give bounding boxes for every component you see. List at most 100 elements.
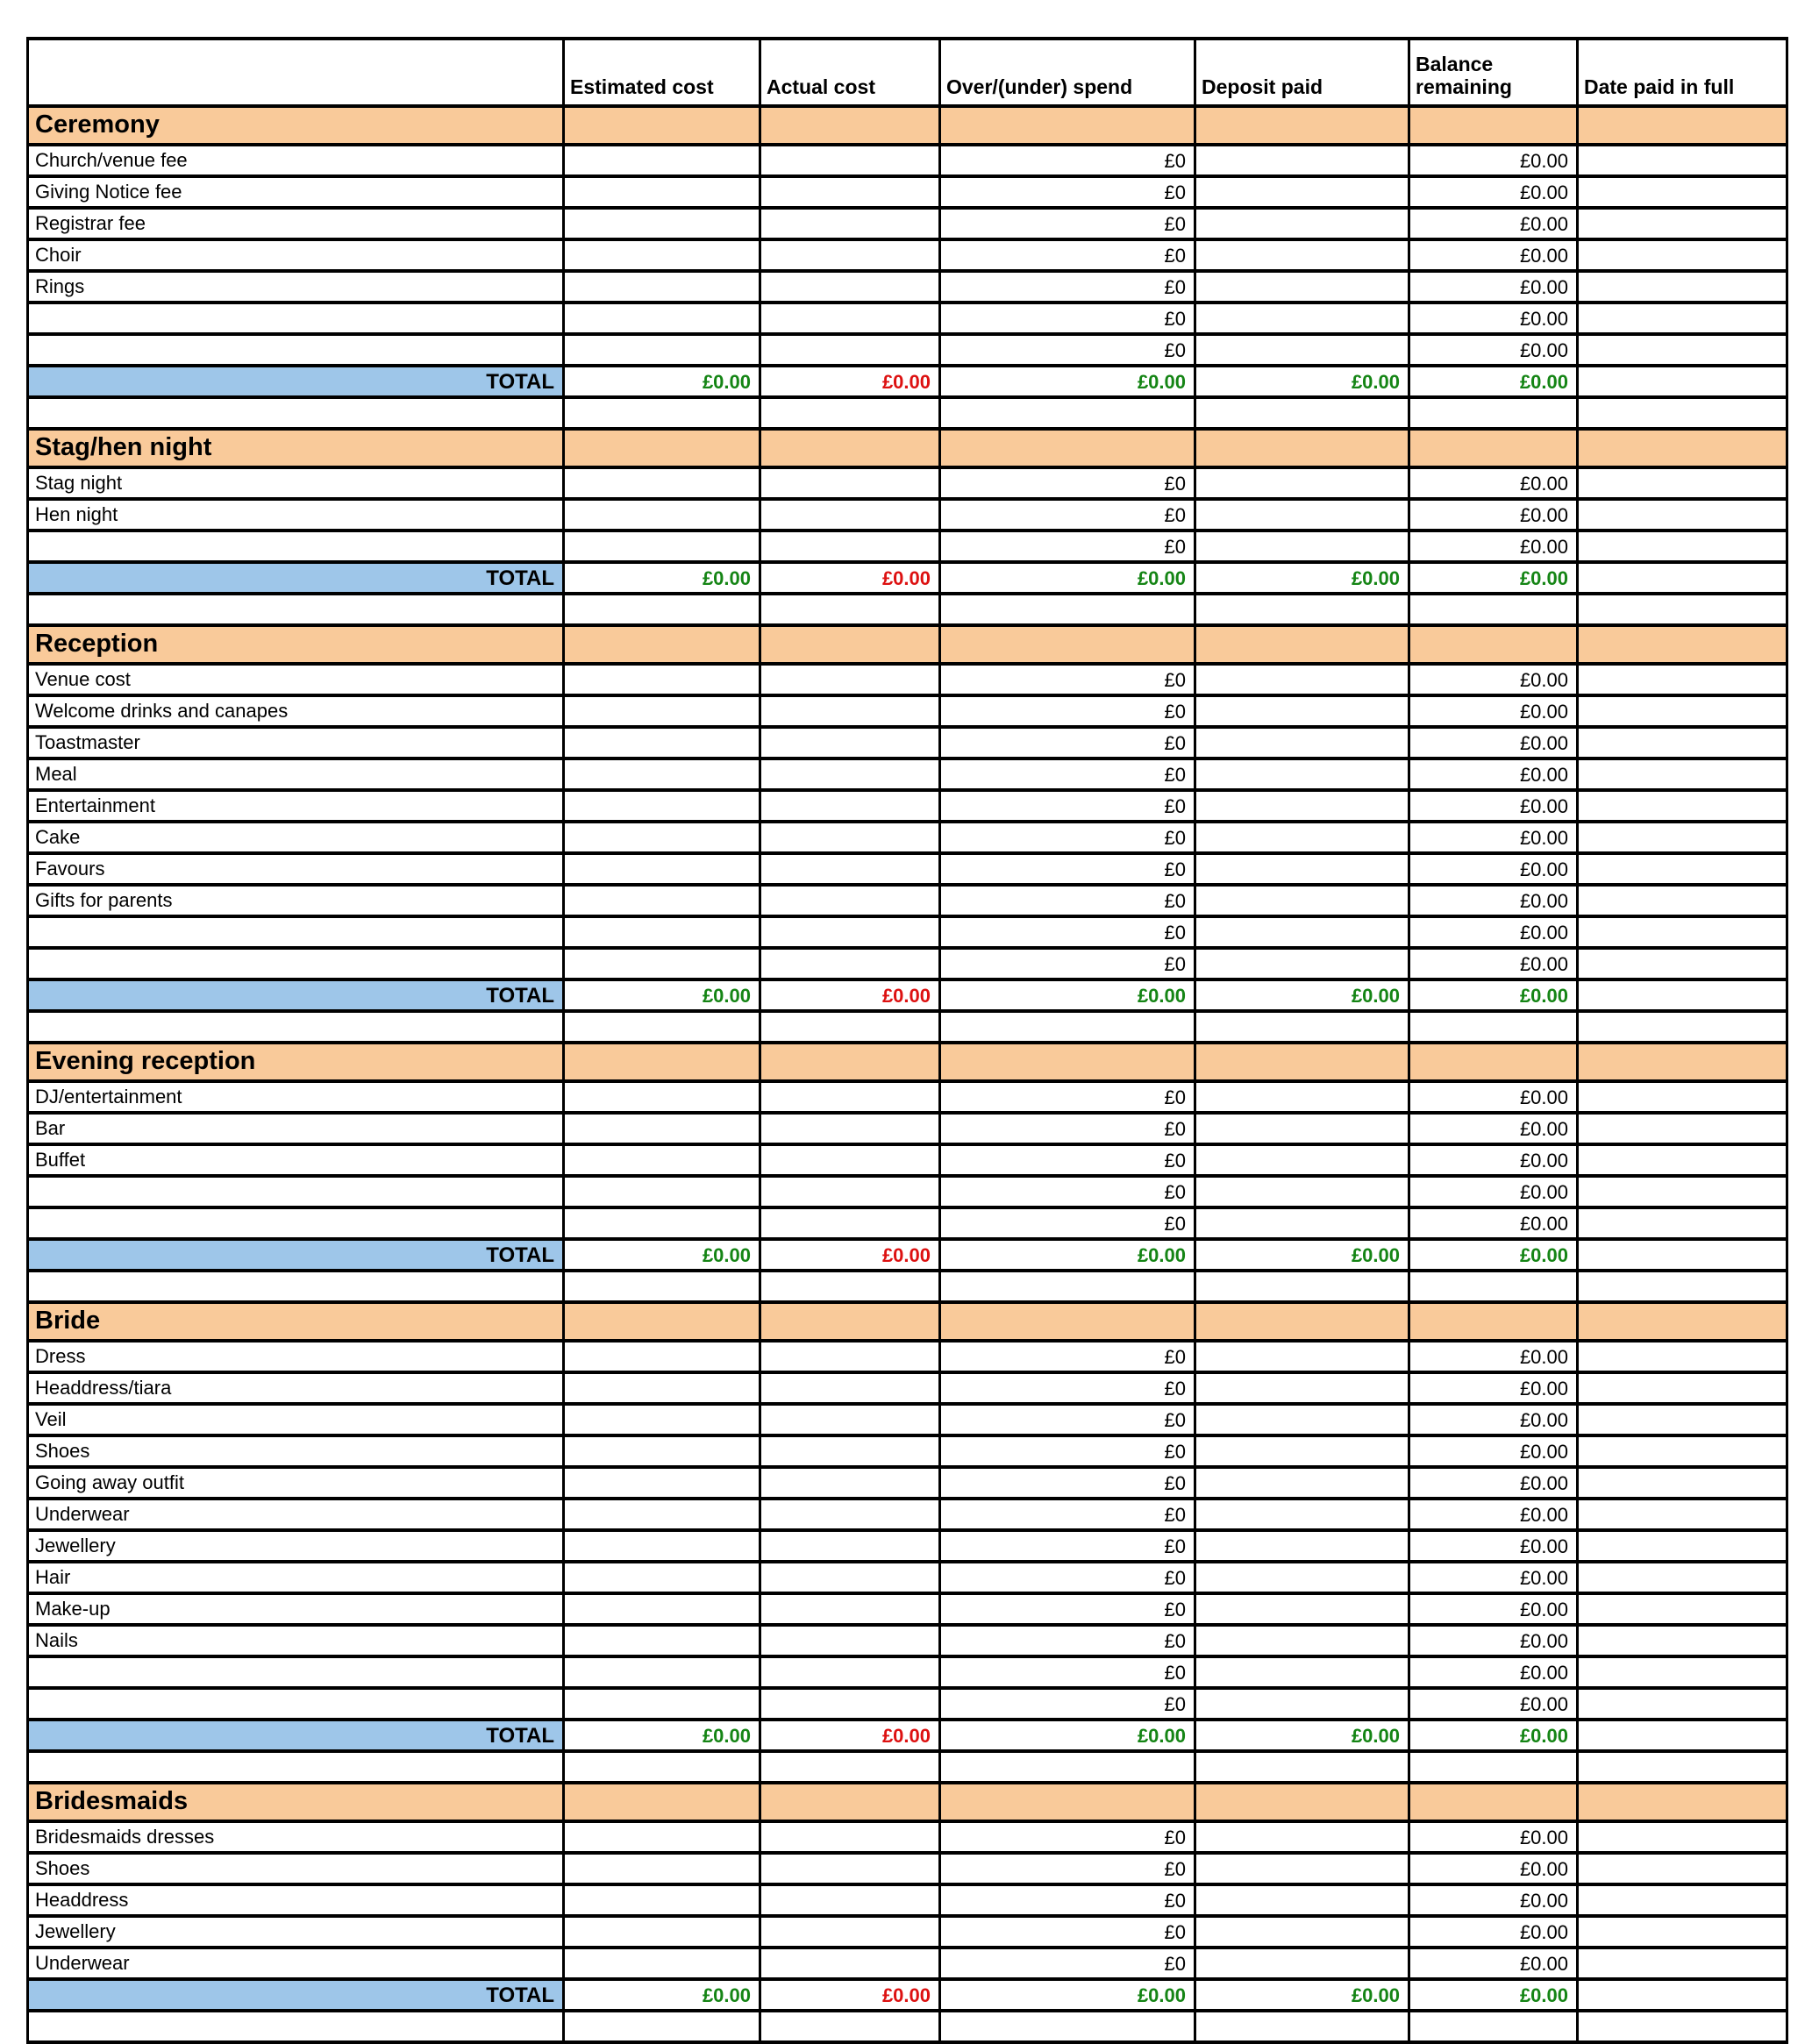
section-cell-over_under[interactable] [941,1044,1196,1083]
total-label-cell[interactable]: TOTAL [29,564,565,595]
cell-actual[interactable] [761,1437,941,1469]
spacer-cell[interactable] [29,2012,565,2044]
cell-estimated[interactable] [565,1690,761,1721]
total-estimated[interactable]: £0.00 [565,981,761,1013]
cell-over-under[interactable]: £0 [941,887,1196,918]
cell-deposit[interactable] [1196,1469,1410,1500]
spacer-cell[interactable] [1579,595,1788,627]
cell-balance[interactable]: £0.00 [1410,1627,1579,1658]
spacer-cell[interactable] [1196,1272,1410,1304]
cell-item[interactable]: Make-up [29,1595,565,1627]
cell-deposit[interactable] [1196,501,1410,532]
cell-estimated[interactable] [565,501,761,532]
cell-over-under[interactable]: £0 [941,1083,1196,1115]
cell-over-under[interactable]: £0 [941,1146,1196,1178]
cell-date-paid[interactable] [1579,532,1788,564]
cell-actual[interactable] [761,501,941,532]
section-cell-balance[interactable] [1410,1784,1579,1823]
cell-item[interactable]: DJ/entertainment [29,1083,565,1115]
total-actual[interactable]: £0.00 [761,1981,941,2012]
cell-actual[interactable] [761,918,941,950]
cell-actual[interactable] [761,855,941,887]
cell-date-paid[interactable] [1579,1469,1788,1500]
cell-date-paid[interactable] [1579,336,1788,367]
cell-date-paid[interactable] [1579,273,1788,304]
cell-over-under[interactable]: £0 [941,918,1196,950]
cell-actual[interactable] [761,469,941,501]
cell-date-paid[interactable] [1579,1209,1788,1241]
cell-item[interactable]: Headdress [29,1886,565,1918]
cell-deposit[interactable] [1196,1374,1410,1406]
cell-estimated[interactable] [565,666,761,697]
total-over-under[interactable]: £0.00 [941,1721,1196,1753]
cell-item[interactable]: Veil [29,1406,565,1437]
cell-estimated[interactable] [565,729,761,760]
section-cell-deposit[interactable] [1196,108,1410,146]
cell-deposit[interactable] [1196,532,1410,564]
cell-over-under[interactable]: £0 [941,697,1196,729]
cell-over-under[interactable]: £0 [941,855,1196,887]
total-date-paid[interactable] [1579,367,1788,399]
cell-date-paid[interactable] [1579,666,1788,697]
total-estimated[interactable]: £0.00 [565,564,761,595]
cell-estimated[interactable] [565,178,761,210]
spacer-cell[interactable] [1196,2012,1410,2044]
cell-balance[interactable]: £0.00 [1410,336,1579,367]
section-cell-date_paid[interactable] [1579,108,1788,146]
cell-actual[interactable] [761,1658,941,1690]
cell-over-under[interactable]: £0 [941,241,1196,273]
section-cell-estimated[interactable] [565,431,761,469]
cell-item[interactable]: Buffet [29,1146,565,1178]
section-cell-actual[interactable] [761,1044,941,1083]
cell-estimated[interactable] [565,241,761,273]
total-estimated[interactable]: £0.00 [565,1241,761,1272]
cell-over-under[interactable]: £0 [941,1855,1196,1886]
cell-balance[interactable]: £0.00 [1410,1595,1579,1627]
section-cell-date_paid[interactable] [1579,627,1788,666]
cell-over-under[interactable]: £0 [941,1178,1196,1209]
total-actual[interactable]: £0.00 [761,564,941,595]
cell-estimated[interactable] [565,1658,761,1690]
cell-item[interactable] [29,304,565,336]
total-actual[interactable]: £0.00 [761,1721,941,1753]
cell-deposit[interactable] [1196,1823,1410,1855]
total-over-under[interactable]: £0.00 [941,564,1196,595]
spacer-cell[interactable] [941,1013,1196,1044]
cell-estimated[interactable] [565,1595,761,1627]
cell-over-under[interactable]: £0 [941,729,1196,760]
spacer-cell[interactable] [761,595,941,627]
total-actual[interactable]: £0.00 [761,367,941,399]
cell-date-paid[interactable] [1579,146,1788,178]
cell-actual[interactable] [761,1627,941,1658]
cell-estimated[interactable] [565,1083,761,1115]
cell-item[interactable]: Bridesmaids dresses [29,1823,565,1855]
total-date-paid[interactable] [1579,1241,1788,1272]
cell-actual[interactable] [761,950,941,981]
cell-date-paid[interactable] [1579,1823,1788,1855]
cell-over-under[interactable]: £0 [941,1658,1196,1690]
spacer-cell[interactable] [565,2012,761,2044]
cell-date-paid[interactable] [1579,1146,1788,1178]
cell-date-paid[interactable] [1579,1658,1788,1690]
cell-actual[interactable] [761,666,941,697]
cell-date-paid[interactable] [1579,1374,1788,1406]
cell-item[interactable] [29,1178,565,1209]
spacer-cell[interactable] [761,399,941,431]
section-title-bride[interactable]: Bride [29,1304,565,1342]
cell-item[interactable]: Choir [29,241,565,273]
total-date-paid[interactable] [1579,981,1788,1013]
cell-balance[interactable]: £0.00 [1410,918,1579,950]
section-title-evening-reception[interactable]: Evening reception [29,1044,565,1083]
cell-over-under[interactable]: £0 [941,1918,1196,1949]
section-cell-deposit[interactable] [1196,1784,1410,1823]
spacer-cell[interactable] [1196,595,1410,627]
cell-deposit[interactable] [1196,855,1410,887]
cell-over-under[interactable]: £0 [941,1437,1196,1469]
section-cell-actual[interactable] [761,108,941,146]
cell-balance[interactable]: £0.00 [1410,1690,1579,1721]
cell-deposit[interactable] [1196,1855,1410,1886]
cell-date-paid[interactable] [1579,241,1788,273]
total-deposit[interactable]: £0.00 [1196,367,1410,399]
cell-deposit[interactable] [1196,729,1410,760]
cell-item[interactable]: Bar [29,1115,565,1146]
